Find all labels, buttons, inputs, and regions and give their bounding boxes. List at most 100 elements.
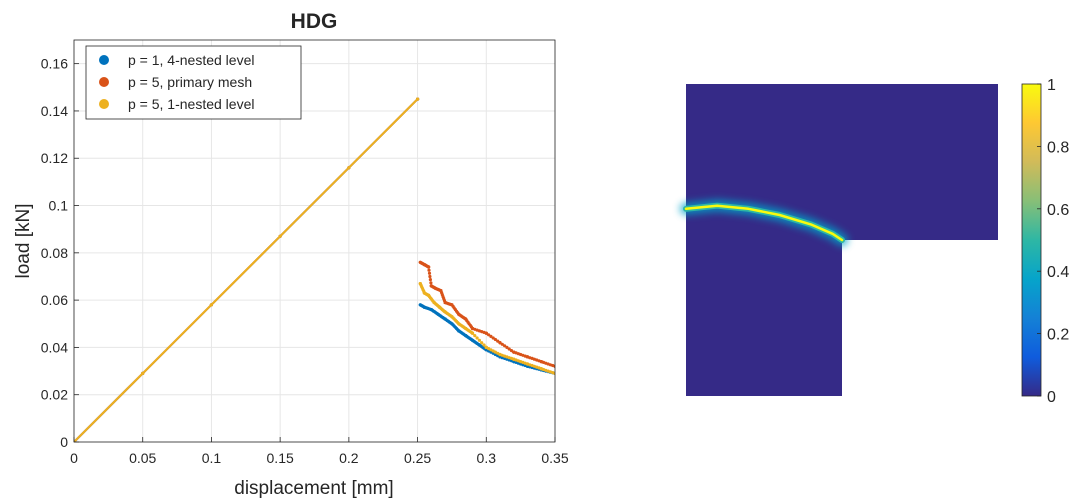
data-point (432, 300, 436, 305)
axis-ticks: 0 0.05 0.1 0.15 0.2 0.25 0.3 0.35 0 0.02 0.04 0.06 0… (41, 56, 569, 466)
colorbar-ticks: 0 0.2 0.4 0.6 0.8 1 (1037, 77, 1069, 406)
plot-frame (73, 39, 556, 443)
colorbar (1021, 83, 1042, 397)
data-point (427, 271, 432, 275)
crack-path (684, 204, 844, 242)
data-point (477, 338, 481, 342)
series-3 (74, 97, 555, 442)
data-point (450, 315, 454, 319)
legend-box (85, 45, 302, 120)
data-point (464, 334, 468, 338)
colorbar-tick-label: 0.6 (1047, 202, 1069, 219)
data-point (278, 234, 282, 238)
data-point (512, 350, 516, 354)
y-tick-label: 0.16 (41, 56, 68, 72)
data-point (470, 338, 475, 342)
data-point (416, 97, 420, 101)
data-point (473, 334, 477, 338)
legend-entry-series-3: p = 5, 1-nested level (128, 96, 254, 112)
damage-field-heatmap: 0 0.2 0.4 0.6 0.8 1 (680, 77, 1069, 406)
data-point (464, 317, 468, 321)
data-point (496, 339, 500, 343)
data-point (427, 265, 431, 269)
data-point (428, 274, 432, 279)
data-point (464, 326, 468, 331)
data-point (443, 317, 447, 321)
data-point (503, 344, 507, 348)
data-point (525, 364, 530, 368)
data-point (141, 371, 145, 375)
x-tick-label: 0.25 (404, 450, 431, 466)
data-point (457, 322, 461, 326)
data-point (475, 336, 479, 340)
data-point (507, 347, 511, 351)
colorbar-tick-label: 0 (1047, 389, 1056, 406)
data-point (450, 322, 454, 326)
data-point (498, 352, 502, 357)
data-point (484, 345, 488, 349)
data-point (450, 303, 454, 307)
x-tick-label: 0.1 (202, 450, 222, 466)
data-point (429, 281, 433, 285)
x-tick-label: 0.2 (339, 450, 359, 466)
chart-title: HDG (291, 10, 338, 33)
data-point (418, 260, 422, 264)
data-point (443, 310, 447, 314)
data-point (457, 329, 461, 333)
legend-marker-series-2 (99, 77, 109, 87)
data-point (500, 342, 504, 346)
data-point (209, 303, 213, 307)
y-tick-label: 0.14 (41, 103, 68, 119)
series-group (74, 97, 555, 442)
legend: p = 1, 4-nested level p = 5, primary mes… (85, 45, 302, 120)
data-point (539, 360, 543, 364)
x-tick-label: 0.05 (129, 450, 156, 466)
data-point (470, 326, 475, 331)
data-point (436, 312, 440, 316)
y-tick-label: 0.04 (41, 339, 68, 355)
data-point (429, 308, 433, 312)
y-tick-label: 0.08 (41, 245, 68, 261)
data-point (487, 333, 491, 337)
data-point (429, 284, 433, 288)
series-3-loading-line (74, 98, 419, 442)
legend-entry-series-2: p = 5, primary mesh (128, 74, 252, 90)
y-tick-label: 0.1 (49, 198, 69, 214)
data-point (427, 268, 431, 272)
x-axis-label: displacement [mm] (234, 478, 393, 499)
y-tick-label: 0 (60, 434, 68, 450)
x-tick-label: 0 (70, 450, 78, 466)
load-displacement-chart: 0 0.05 0.1 0.15 0.2 0.25 0.3 0.35 0 0.02 0.04 0.06 0… (13, 10, 569, 499)
data-point (493, 337, 497, 342)
data-point (505, 345, 509, 349)
data-point (525, 355, 530, 359)
colorbar-tick-label: 1 (1047, 77, 1056, 94)
data-point (484, 331, 488, 335)
y-tick-label: 0.06 (41, 292, 68, 308)
data-point (428, 278, 432, 282)
data-point (433, 286, 437, 290)
data-point (422, 305, 426, 309)
data-point (509, 349, 514, 353)
data-point (439, 289, 443, 293)
data-point (347, 166, 351, 170)
data-point (512, 357, 516, 361)
data-point (480, 341, 484, 345)
data-point (512, 360, 516, 364)
x-tick-label: 0.3 (477, 450, 497, 466)
x-tick-label: 0.35 (541, 450, 568, 466)
data-point (489, 334, 493, 338)
y-tick-label: 0.02 (41, 387, 68, 403)
data-point (443, 300, 447, 305)
data-point (498, 341, 502, 345)
data-point (525, 362, 530, 366)
data-point (427, 293, 431, 297)
legend-entry-series-1: p = 1, 4-nested level (128, 52, 254, 68)
legend-marker-series-1 (99, 55, 109, 65)
data-point (482, 343, 486, 347)
data-point (539, 367, 543, 371)
y-axis-label: load [kN] (13, 204, 34, 279)
data-point (498, 355, 502, 359)
data-point (422, 291, 426, 295)
